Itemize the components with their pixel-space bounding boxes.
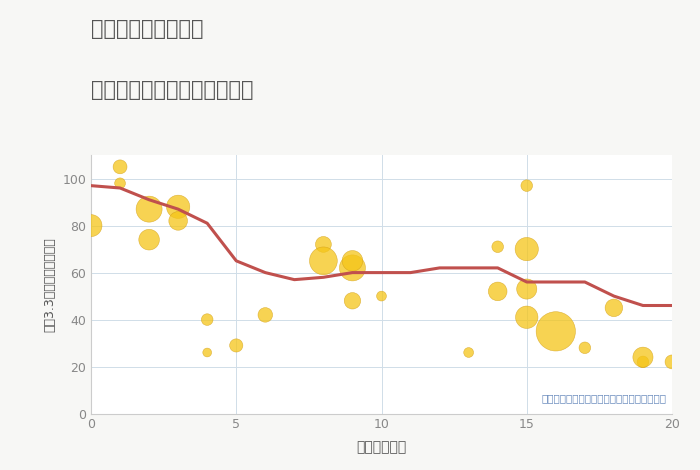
Point: [376, 292, 387, 300]
Point: [318, 241, 329, 248]
Point: [144, 236, 155, 243]
Point: [144, 205, 155, 213]
Point: [638, 358, 649, 366]
Point: [521, 285, 532, 293]
Point: [463, 349, 475, 356]
Point: [666, 358, 678, 366]
Point: [231, 342, 242, 349]
Point: [608, 304, 620, 312]
Point: [202, 316, 213, 323]
Point: [85, 222, 97, 229]
Point: [346, 297, 358, 305]
Point: [492, 288, 503, 295]
Text: 岐阜県本巣市郡府の: 岐阜県本巣市郡府の: [91, 19, 204, 39]
Point: [260, 311, 271, 319]
Point: [580, 344, 591, 352]
Point: [521, 245, 532, 253]
Text: 円の大きさは、取引のあった物件面積を示す: 円の大きさは、取引のあった物件面積を示す: [541, 393, 666, 403]
Point: [202, 349, 213, 356]
Text: 駅距離別中古マンション価格: 駅距離別中古マンション価格: [91, 80, 253, 100]
Point: [492, 243, 503, 251]
Point: [172, 217, 183, 225]
Point: [521, 313, 532, 321]
Point: [521, 182, 532, 189]
Point: [638, 353, 649, 361]
Point: [550, 328, 561, 335]
Point: [346, 264, 358, 272]
Point: [172, 203, 183, 211]
X-axis label: 駅距離（分）: 駅距離（分）: [356, 440, 407, 454]
Point: [114, 163, 126, 171]
Y-axis label: 坪（3.3㎡）単価（万円）: 坪（3.3㎡）単価（万円）: [43, 237, 57, 332]
Point: [346, 257, 358, 265]
Point: [114, 180, 126, 187]
Point: [318, 257, 329, 265]
